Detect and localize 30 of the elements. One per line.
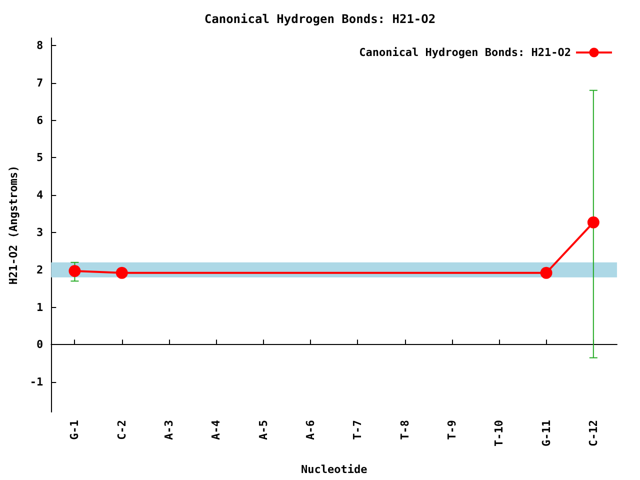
x-tick-label: G-1 [68,420,82,440]
point [587,216,600,228]
x-tick-label: C-2 [115,420,128,440]
y-tick-label: 6 [36,114,44,127]
y-tick-label: 1 [36,300,44,314]
y-tick-label: 4 [36,188,44,202]
chart-title: Canonical Hydrogen Bonds: H21-O2 [204,12,436,26]
y-tick-label: 8 [36,38,44,52]
x-tick-label: A-3 [162,420,176,440]
y-tick-label: 5 [36,151,44,164]
x-tick-label: G-11 [540,420,553,446]
x-axis-title: Nucleotide [300,463,368,476]
y-tick-label: 7 [36,76,44,90]
x-tick-label: C-12 [586,420,600,446]
y-tick-label: -1 [30,376,44,389]
x-tick-label: T-7 [351,420,364,440]
x-tick-label: T-10 [492,420,506,446]
legend-label: Canonical Hydrogen Bonds: H21-O2 [359,46,571,59]
y-tick-label: 3 [36,226,44,239]
point [540,266,552,279]
x-tick-label: A-6 [304,420,317,440]
y-axis-title: H21-O2 (Angstroms) [7,165,20,285]
point [68,265,81,277]
x-tick-label: A-4 [210,420,223,440]
x-tick-label: T-8 [398,420,412,440]
x-tick-label: T-9 [445,420,458,440]
y-tick-label: 2 [36,263,44,276]
y-tick-label: 0 [36,338,44,352]
x-tick-label: A-5 [256,420,270,440]
point [116,266,128,279]
